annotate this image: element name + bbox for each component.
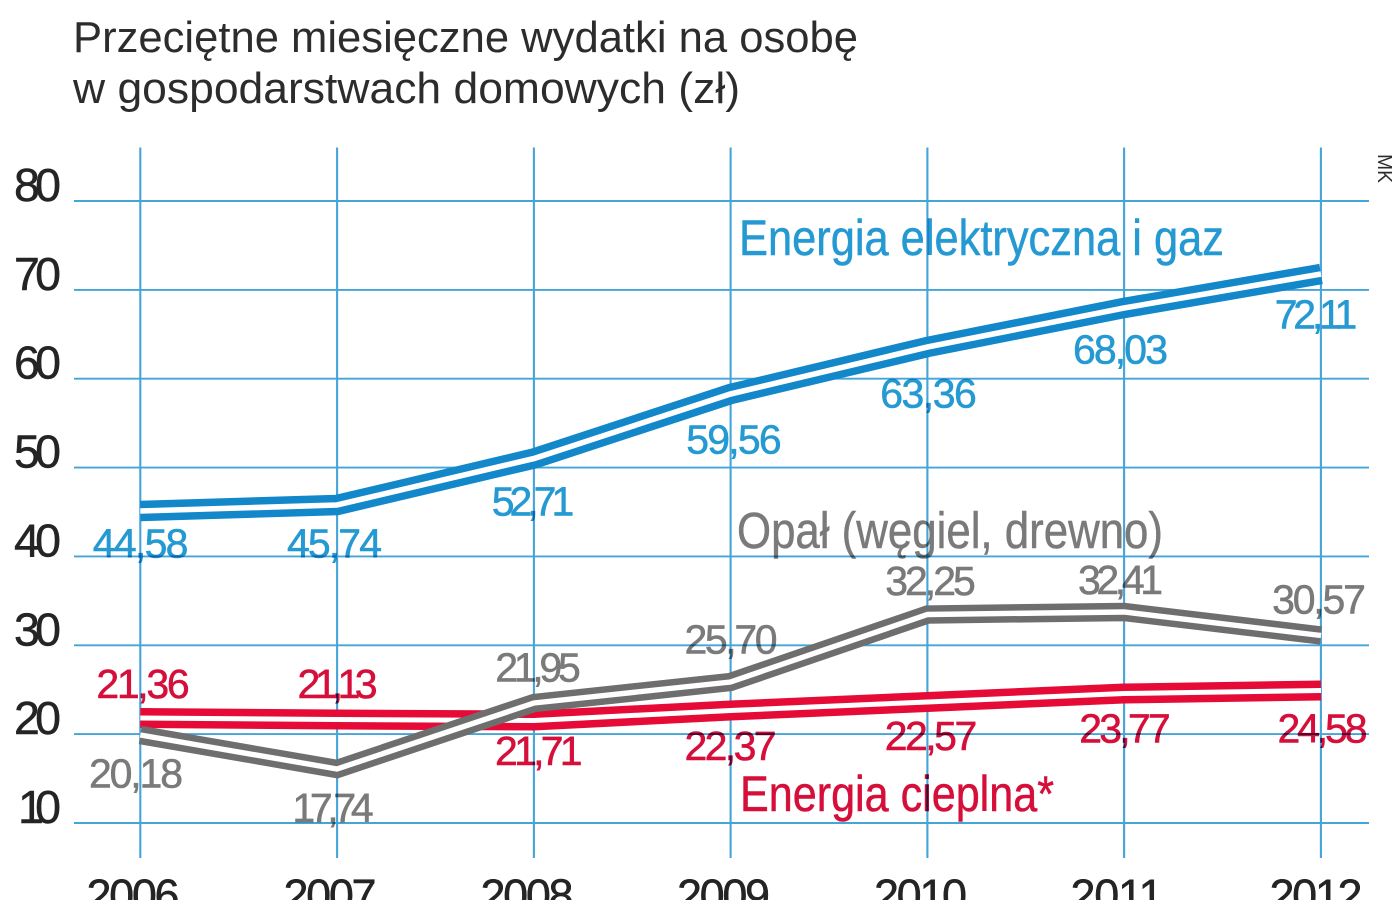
svg-text:21,71: 21,71 [495, 728, 583, 774]
svg-text:32,41: 32,41 [1078, 557, 1163, 603]
svg-text:2011: 2011 [1071, 870, 1164, 900]
svg-text:59,56: 59,56 [686, 417, 781, 463]
svg-text:45,74: 45,74 [287, 521, 382, 567]
svg-text:60: 60 [14, 337, 61, 389]
svg-text:Energia elektryczna i gaz: Energia elektryczna i gaz [739, 210, 1224, 266]
svg-text:21,95: 21,95 [495, 645, 581, 691]
svg-text:50: 50 [14, 426, 61, 478]
svg-text:30: 30 [14, 603, 61, 655]
svg-text:10: 10 [18, 781, 61, 833]
svg-text:21,36: 21,36 [96, 661, 189, 707]
svg-text:2012: 2012 [1270, 870, 1363, 900]
svg-text:20,18: 20,18 [89, 751, 183, 797]
svg-text:Energia cieplna*: Energia cieplna* [740, 766, 1054, 822]
svg-text:MK: MK [1373, 154, 1395, 184]
svg-text:2007: 2007 [284, 870, 377, 900]
svg-text:Przeciętne miesięczne wydatki: Przeciętne miesięczne wydatki na osobę [73, 13, 858, 62]
svg-text:Opał (węgiel, drewno): Opał (węgiel, drewno) [737, 502, 1163, 559]
svg-text:30,57: 30,57 [1272, 577, 1366, 623]
svg-text:32,25: 32,25 [885, 558, 976, 604]
svg-text:2008: 2008 [481, 870, 574, 900]
svg-text:40: 40 [14, 514, 61, 566]
svg-text:70: 70 [14, 248, 61, 300]
svg-text:20: 20 [14, 692, 61, 744]
svg-text:17,74: 17,74 [292, 785, 373, 831]
svg-text:80: 80 [14, 159, 61, 211]
svg-text:68,03: 68,03 [1073, 327, 1168, 373]
svg-text:w gospodarstwach domowych (zł): w gospodarstwach domowych (zł) [72, 64, 740, 113]
svg-text:2006: 2006 [87, 870, 180, 900]
svg-text:22,57: 22,57 [885, 713, 978, 759]
svg-text:2009: 2009 [677, 870, 770, 900]
svg-text:63,36: 63,36 [880, 371, 977, 417]
svg-text:24,58: 24,58 [1278, 706, 1368, 752]
svg-text:72,11: 72,11 [1275, 292, 1358, 338]
svg-text:2010: 2010 [874, 870, 967, 900]
